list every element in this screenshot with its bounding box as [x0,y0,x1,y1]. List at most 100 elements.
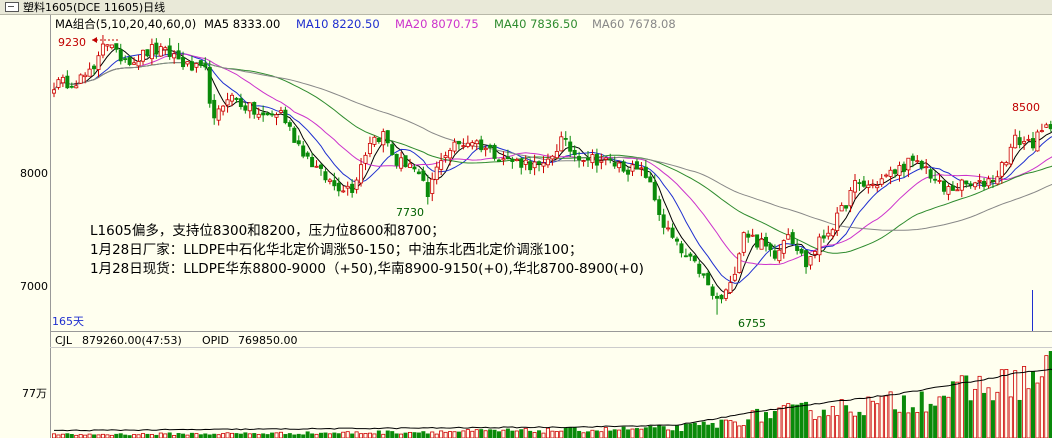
candle-up [897,165,902,176]
candle-down [701,273,706,276]
candle-down [919,160,924,169]
candle-down [118,49,123,62]
candle-up [74,85,79,89]
candle-down [376,137,381,142]
candle-down [394,153,399,166]
volume-bar [532,432,537,438]
volume-bar [1004,369,1009,438]
candle-up [559,136,564,152]
candle-up [483,147,488,151]
candle-down [176,50,181,60]
volume-bar [381,433,386,438]
volume-bar [528,430,533,438]
volume-bar [261,433,266,438]
candle-up [314,165,319,168]
candle-up [345,185,350,189]
candle-down [710,286,715,296]
volume-bar [946,396,951,438]
volume-bar [523,427,528,438]
candle-up [937,180,942,182]
volume-bar [465,429,470,438]
volume-bar [145,433,150,438]
candle-down [390,144,395,155]
candle-up [884,174,889,177]
volume-bar [933,405,938,438]
candle-down [456,140,461,145]
candle-down [198,60,203,66]
volume-bar [127,435,132,438]
candle-down [292,127,297,143]
candle-up [728,282,733,293]
volume-bar [790,404,795,438]
volume-bar [621,426,626,438]
legend-combo: MA组合(5,10,20,40,60,0) [55,17,196,31]
volume-bar [421,431,426,438]
candle-up [1004,162,1009,166]
volume-bar [336,433,341,438]
candle-up [750,234,755,237]
note-line-3: 1月28日现货：LLDPE华东8800-9000（+50),华南8900-915… [90,260,644,277]
candle-down [537,161,542,165]
volume-bar [314,433,319,438]
volume-bar [140,433,145,438]
volume-bar [603,427,608,438]
volume-bar [982,392,987,438]
volume-bar [52,433,57,438]
candle-down [795,245,800,251]
volume-bar [777,407,782,438]
candle-up [1035,131,1040,152]
volume-bar [221,433,226,438]
volume-bar [341,431,346,438]
candle-up [514,159,519,162]
candle-up [759,238,764,250]
volume-bar [550,430,555,438]
candle-up [247,102,252,112]
candle-down [421,170,426,181]
candle-up [906,157,911,171]
high-marker: 9230 [58,36,86,49]
volume-bar [399,433,404,438]
volume-bar [452,431,457,438]
volume-bar [955,381,960,438]
window-icon[interactable] [5,2,19,12]
days-count: 165天 [52,315,84,328]
volume-bar [1039,376,1044,438]
volume-bar [897,411,902,438]
candle-down [69,85,74,88]
ma60-line [53,61,1052,231]
volume-bar [652,427,657,438]
candle-down [706,272,711,286]
volume-bar [461,430,466,438]
volume-bar [278,431,283,438]
candle-down [901,163,906,172]
volume-bar [181,433,186,438]
candle-up [327,179,332,182]
volume-bar [496,431,501,438]
candle-up [1022,141,1027,144]
volume-bar [995,391,1000,438]
volume-bar [448,431,453,438]
cjl-label: CJL [55,334,73,347]
volume-bar [879,395,884,438]
candle-up [163,47,168,51]
candle-up [959,179,964,191]
volume-bar [679,431,684,438]
candle-down [990,179,995,182]
legend-ma20: MA20 8070.75 [395,17,479,31]
volume-bar [906,412,911,438]
volume-bar [292,434,297,438]
candle-down [612,162,617,167]
candle-up [363,154,368,164]
volume-bar [719,419,724,438]
volume-bar [274,432,279,438]
volume-bar [594,430,599,438]
candle-up [149,44,154,60]
volume-bar [808,410,813,438]
candle-up [617,162,622,169]
candle-down [203,63,208,68]
candle-up [999,162,1004,177]
candle-up [140,49,145,62]
volume-bar [866,396,871,438]
candle-up [995,176,1000,185]
candle-down [425,182,430,197]
